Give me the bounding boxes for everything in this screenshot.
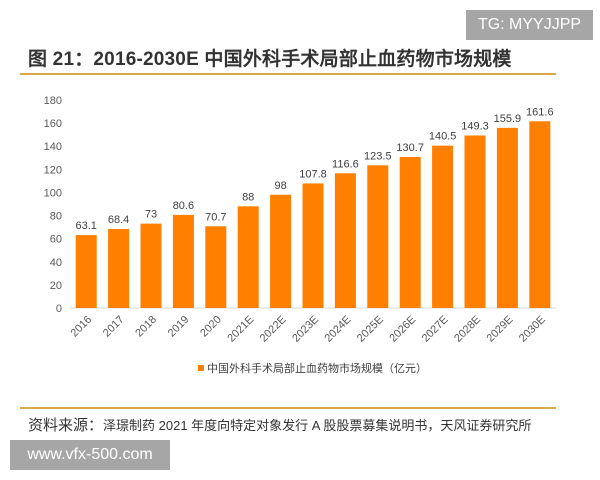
data-label: 123.5: [364, 150, 392, 162]
bar: [108, 228, 130, 308]
x-tick-label: 2030E: [517, 314, 548, 345]
bar: [75, 235, 97, 308]
x-tick-label: 2020: [198, 314, 224, 340]
watermark-bottom: www.vfx-500.com: [10, 440, 170, 470]
y-tick-label: 140: [44, 141, 62, 153]
bar: [432, 145, 454, 308]
y-tick-label: 80: [50, 211, 62, 223]
x-tick-label: 2024E: [323, 314, 354, 345]
x-tick-label: 2023E: [290, 314, 321, 345]
watermark-top: TG: MYYJJPP: [466, 10, 593, 40]
x-tick-label: 2028E: [452, 314, 483, 345]
y-tick-label: 20: [50, 280, 62, 292]
bar: [140, 223, 162, 308]
x-tick-label: 2018: [133, 314, 159, 340]
data-label: 149.3: [461, 120, 489, 132]
bar: [302, 183, 324, 308]
source-rule: [20, 407, 556, 409]
x-tick-label: 2016: [69, 314, 95, 340]
bar: [496, 127, 518, 308]
page-title: 图 21：2016-2030E 中国外科手术局部止血药物市场规模: [28, 49, 512, 70]
bar: [464, 135, 486, 308]
data-label: 70.7: [205, 211, 226, 223]
bar: [172, 214, 194, 308]
y-tick-label: 40: [50, 257, 62, 269]
bar: [237, 206, 259, 308]
y-tick-label: 0: [56, 303, 62, 315]
x-tick-label: 2017: [101, 314, 127, 340]
data-label: 68.4: [108, 214, 129, 226]
y-tick-label: 100: [44, 187, 62, 199]
x-tick-label: 2026E: [387, 314, 418, 345]
data-label: 73: [145, 209, 157, 221]
y-tick-label: 180: [44, 95, 62, 107]
title-rule: [20, 73, 556, 75]
source-label: 资料来源：: [28, 417, 104, 434]
source-note: 资料来源：泽璟制药 2021 年度向特定对象发行 A 股股票募集说明书，天风证券…: [28, 414, 531, 435]
y-tick-label: 60: [50, 234, 62, 246]
x-tick-label: 2021E: [225, 314, 256, 345]
data-label: 130.7: [396, 142, 424, 154]
legend-label: 中国外科手术局部止血药物市场规模（亿元）: [207, 361, 427, 375]
bar: [367, 165, 389, 308]
bar: [334, 173, 356, 308]
data-label: 161.6: [526, 106, 554, 118]
data-label: 63.1: [75, 220, 96, 232]
bar: [270, 194, 292, 308]
source-text: 泽璟制药 2021 年度向特定对象发行 A 股股票募集说明书，天风证券研究所: [103, 418, 532, 433]
data-label: 88: [242, 191, 254, 203]
x-tick-label: 2019: [166, 314, 192, 340]
data-label: 155.9: [494, 113, 522, 125]
data-label: 116.6: [332, 158, 359, 170]
data-label: 140.5: [429, 131, 457, 143]
bar: [529, 121, 551, 308]
data-label: 80.6: [173, 200, 194, 212]
legend-swatch: [198, 365, 204, 371]
bar-chart: 0 20 40 60 80 100 120 140 160 180 63.1 2016 68.4 2017…: [44, 95, 556, 375]
x-tick-label: 2029E: [485, 314, 516, 345]
x-tick-label: 2025E: [355, 314, 386, 345]
bar: [399, 156, 421, 308]
x-tick-label: 2022E: [258, 314, 289, 345]
bar: [205, 226, 227, 308]
y-tick-label: 120: [44, 164, 62, 176]
data-label: 107.8: [299, 168, 327, 180]
x-tick-label: 2027E: [420, 314, 451, 345]
y-tick-label: 160: [44, 118, 62, 130]
data-label: 98: [274, 180, 286, 192]
